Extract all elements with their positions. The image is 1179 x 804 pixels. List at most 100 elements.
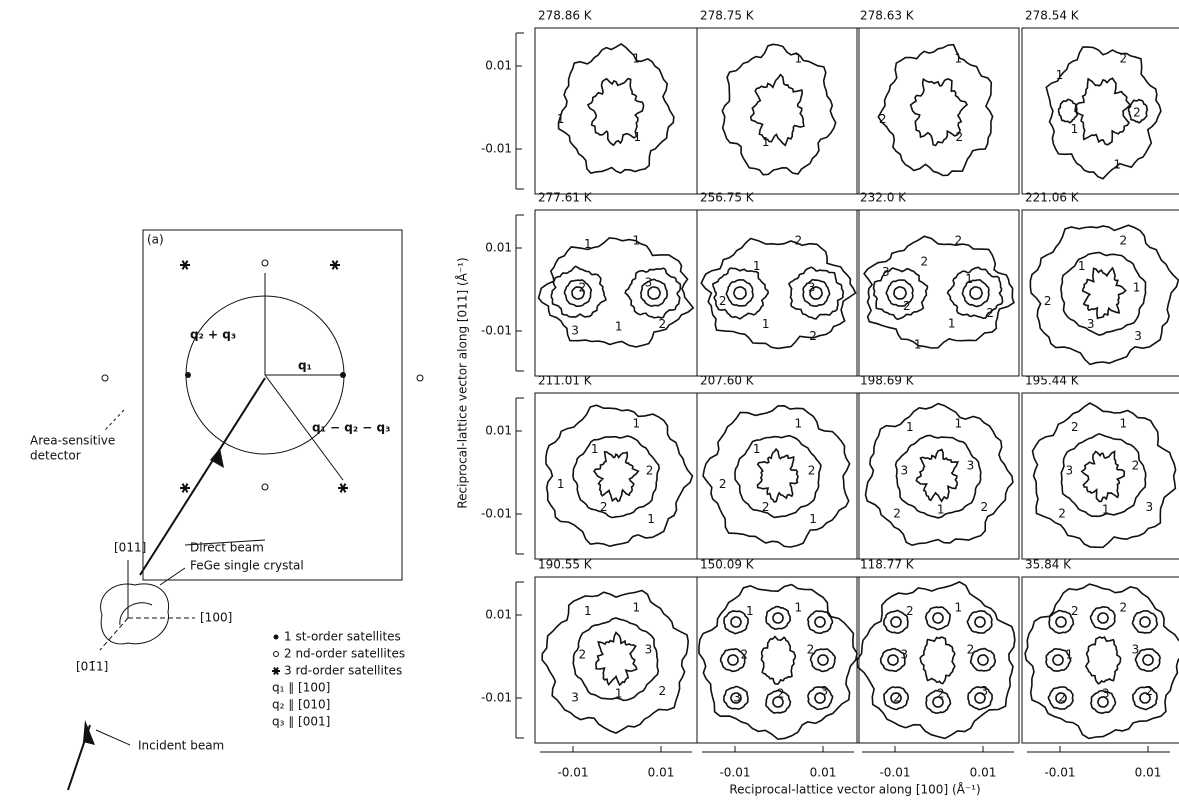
legend-text: 3 rd-order satellites: [284, 664, 402, 678]
contour-label: 3: [967, 458, 975, 472]
contour: [762, 637, 796, 684]
contour-label: 2: [986, 306, 994, 320]
contour: [1143, 655, 1153, 665]
panel-label: (a): [147, 233, 164, 247]
panel-temperature: 232.0 K: [860, 191, 907, 205]
x-tick-label: 0.01: [648, 766, 675, 780]
contour-map: [864, 236, 1014, 348]
contour-label: 2: [1071, 604, 1079, 618]
contour-label: 1: [1119, 416, 1127, 430]
contour-label: 2: [937, 686, 945, 700]
panel-temperature: 198.69 K: [860, 374, 915, 388]
contour-label: 3: [1134, 329, 1142, 343]
contour: [894, 287, 906, 299]
contour-label: 3: [1066, 464, 1074, 478]
contour-label: 2: [1119, 600, 1127, 614]
contour: [724, 611, 748, 634]
contour: [975, 617, 985, 627]
y-axis-title: Reciprocal-lattice vector along [011] (Å…: [455, 257, 470, 508]
contour: [1086, 637, 1121, 684]
contour-label: 2: [794, 233, 802, 247]
contour: [878, 45, 992, 176]
satellite-3rd: [180, 261, 190, 270]
contour: [971, 649, 996, 672]
x-tick-label: 0.01: [1135, 766, 1162, 780]
contour: [625, 268, 680, 318]
contour-label: 1: [557, 112, 565, 126]
contour-label: 2: [719, 477, 727, 491]
contour: [926, 607, 951, 629]
contour: [751, 75, 804, 146]
contour-map: [559, 44, 674, 173]
contour-label: 1: [647, 512, 655, 526]
satellite-3rd: [180, 484, 190, 493]
contour-label: 3: [1087, 317, 1095, 331]
y-tick-label: 0.01: [485, 241, 512, 255]
contour-label: 1: [1056, 68, 1064, 82]
contour: [978, 655, 988, 665]
contour-label: 1: [1071, 122, 1079, 136]
panel-temperature: 190.55 K: [538, 558, 593, 572]
panel-temperature: 256.75 K: [700, 191, 755, 205]
panel-temperature: 35.84 K: [1025, 558, 1072, 572]
beam-label: Direct beam: [190, 541, 264, 555]
y-tick-label: 0.01: [485, 59, 512, 73]
satellite-2nd: [262, 484, 268, 490]
contour-label: 1: [632, 416, 640, 430]
contour-map: [1046, 47, 1161, 179]
contour-map: [866, 404, 1013, 546]
beam-arrow: [210, 448, 224, 468]
legend-text: q₃ ∥ [001]: [272, 715, 330, 729]
x-tick-label: 0.01: [970, 766, 997, 780]
contour-label: 2: [646, 463, 654, 477]
contour-label: 2: [719, 294, 727, 308]
contour: [948, 267, 1003, 318]
panel-temperature: 211.01 K: [538, 374, 593, 388]
contour: [594, 452, 638, 501]
contour: [1083, 268, 1126, 318]
contour-label: 1: [591, 442, 599, 456]
satellite-3rd: [330, 261, 340, 270]
legend-marker: [274, 652, 279, 657]
panel-temperature: 118.77 K: [860, 558, 915, 572]
contour-map: [1025, 584, 1179, 738]
contour: [916, 450, 958, 502]
y-tick-label: 0.01: [485, 424, 512, 438]
x-axis-title: Reciprocal-lattice vector along [100] (Å…: [729, 782, 980, 797]
contour-label: 1: [794, 416, 802, 430]
contour-label: 2: [808, 463, 816, 477]
contour-label: 3: [1132, 642, 1140, 656]
satellite-2nd: [262, 260, 268, 266]
contour-label: 1: [1066, 648, 1074, 662]
contour-label: 3: [571, 691, 579, 705]
contour-label: 1: [965, 272, 973, 286]
contour: [891, 617, 901, 627]
legend-text: q₂ ∥ [010]: [272, 698, 330, 712]
contour-label: 1: [753, 442, 761, 456]
panel-temperature: 150.09 K: [700, 558, 755, 572]
contour-label: 3: [808, 280, 816, 294]
contour-label: 1: [584, 604, 592, 618]
vector-label: q₁ − q₂ − q₃: [312, 421, 390, 435]
contour: [1098, 613, 1108, 623]
contour-label: 2: [659, 317, 667, 331]
contour-label: 1: [632, 600, 640, 614]
panel-frame: [697, 393, 859, 559]
contour-label: 2: [777, 686, 785, 700]
contour: [789, 267, 843, 319]
contour-label: 3: [733, 691, 741, 705]
panel-frame: [535, 28, 697, 194]
contour: [1091, 607, 1115, 630]
crystal-label: FeGe single crystal: [190, 559, 304, 573]
detector-frame: [143, 230, 402, 580]
contour: [970, 287, 982, 299]
contour-label: 3: [882, 265, 890, 279]
contour-map: [1033, 403, 1176, 547]
contour-label: 1: [762, 135, 770, 149]
contour-map: [542, 591, 688, 734]
axis-label: [011]: [114, 541, 146, 555]
y-tick-label: -0.01: [481, 507, 512, 521]
contour-map: [1030, 225, 1178, 364]
contour-label: 2: [807, 642, 815, 656]
contour-label: 2: [1133, 105, 1141, 119]
